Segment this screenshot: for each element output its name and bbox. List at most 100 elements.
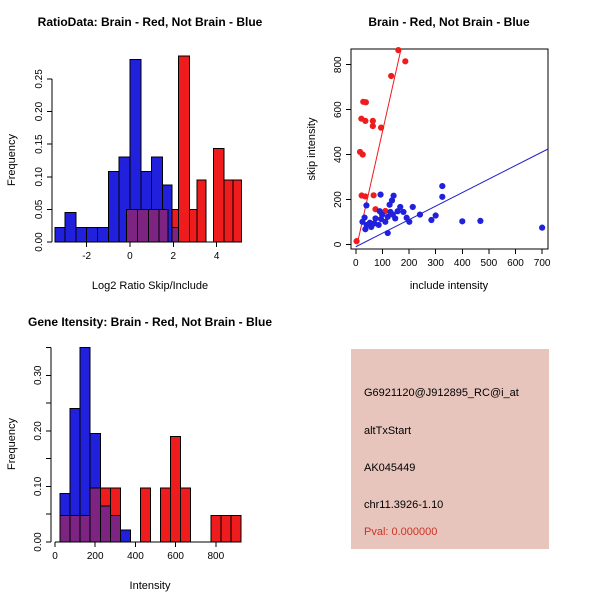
svg-text:0.00: 0.00	[33, 532, 44, 552]
svg-text:200: 200	[87, 551, 104, 562]
point-brain-red-points	[388, 72, 395, 80]
svg-text:-2: -2	[82, 251, 91, 262]
svg-text:0.05: 0.05	[34, 199, 45, 219]
point-not-brain-blue-points	[386, 201, 393, 208]
hist-bar-brain-red	[220, 514, 232, 543]
hist-bar-overlap	[147, 208, 160, 243]
hist-bar-not-brain-blue	[64, 212, 77, 243]
point-brain-red-points	[353, 238, 360, 245]
point-not-brain-blue-points	[477, 217, 484, 225]
svg-text:0.25: 0.25	[34, 69, 45, 89]
gene-intensity-histogram-title: Gene Itensity: Brain - Red, Not Brain - …	[28, 315, 272, 329]
point-brain-red-points	[362, 99, 370, 106]
hist-bar-overlap	[89, 487, 101, 543]
ratio-histogram-ylabel: Frequency	[6, 134, 18, 186]
point-not-brain-blue-points	[382, 218, 389, 225]
hist-bar-overlap	[171, 227, 180, 243]
svg-text:800: 800	[207, 551, 224, 562]
point-brain-red-points	[377, 124, 385, 131]
point-brain-red-points	[395, 47, 402, 54]
point-brain-red-points	[362, 193, 369, 200]
point-not-brain-blue-points	[384, 213, 391, 220]
svg-text:0.30: 0.30	[33, 365, 44, 385]
ratio-histogram-title: RatioData: Brain - Red, Not Brain - Blue	[38, 15, 263, 29]
svg-text:0.20: 0.20	[34, 101, 45, 121]
svg-text:0: 0	[333, 241, 344, 247]
svg-text:600: 600	[333, 101, 344, 118]
svg-text:500: 500	[481, 258, 498, 269]
svg-text:4: 4	[214, 251, 220, 262]
hist-bar-brain-red	[189, 208, 198, 243]
point-brain-red-points	[402, 58, 409, 65]
accession-text: AK045449	[364, 462, 416, 474]
probe-id-text: G6921120@J912895_RC@i_at	[364, 387, 519, 399]
point-brain-red-points	[370, 192, 377, 199]
hist-bar-overlap	[137, 208, 149, 243]
hist-bar-overlap	[99, 505, 111, 543]
svg-text:2: 2	[171, 251, 177, 262]
hist-bar-brain-red	[230, 514, 242, 543]
svg-text:600: 600	[507, 258, 524, 269]
svg-text:700: 700	[534, 258, 551, 269]
point-not-brain-blue-points	[439, 193, 446, 200]
point-not-brain-blue-points	[400, 208, 407, 216]
ratio-histogram-panel: -2 0 2 4 0.00 0.05 0.10 0.15 0.20 0.25 RatioData:…	[6, 15, 263, 292]
point-not-brain-blue-points	[439, 182, 446, 190]
svg-text:0: 0	[127, 251, 133, 262]
locus-text: chr11.3926-1.10	[364, 499, 444, 511]
info-panel: G6921120@J912895_RC@i_at altTxStart AK04…	[300, 300, 600, 600]
point-not-brain-blue-points	[359, 218, 366, 225]
svg-text:400: 400	[454, 258, 471, 269]
gene-intensity-histogram-plot: 0 200 400 600 800 0.00 0.10 0.20 0.30	[33, 347, 242, 562]
svg-text:0: 0	[353, 258, 359, 269]
hist-bar-not-brain-blue	[119, 529, 131, 543]
intensity-scatter-panel: 0 100 200 300 400 500 600 700 0 200 400 600 800 Brai…	[306, 15, 551, 292]
intensity-scatter-plot: 0 100 200 300 400 500 600 700 0 200 400 600 800	[333, 47, 551, 269]
hist-bar-overlap	[109, 514, 121, 543]
point-not-brain-blue-points	[409, 203, 416, 211]
hist-bar-brain-red	[170, 435, 182, 543]
svg-text:0: 0	[52, 551, 58, 562]
hist-bar-brain-red	[212, 148, 225, 243]
svg-text:0.00: 0.00	[34, 232, 45, 252]
point-not-brain-blue-points	[459, 218, 466, 225]
brain-fit-line	[356, 51, 402, 245]
point-not-brain-blue-points	[390, 192, 397, 199]
pval-text: Pval: 0.000000	[364, 526, 438, 538]
not-brain-fit-line	[355, 148, 549, 248]
hist-bar-not-brain-blue	[79, 347, 91, 543]
point-not-brain-blue-points	[392, 215, 399, 222]
hist-bar-not-brain-blue	[96, 227, 109, 243]
point-not-brain-blue-points	[384, 229, 391, 237]
svg-text:400: 400	[127, 551, 144, 562]
svg-text:0.10: 0.10	[33, 476, 44, 496]
event-type-text: altTxStart	[364, 425, 412, 437]
hist-bar-overlap	[59, 514, 71, 543]
svg-text:300: 300	[427, 258, 444, 269]
gene-intensity-histogram-ylabel: Frequency	[6, 418, 18, 470]
hist-bar-brain-red	[210, 514, 222, 543]
svg-text:600: 600	[167, 551, 184, 562]
hist-bar-overlap	[79, 514, 91, 543]
hist-bar-brain-red	[196, 179, 207, 243]
point-not-brain-blue-points	[376, 208, 383, 215]
hist-bar-overlap	[126, 208, 139, 243]
svg-text:200: 200	[401, 258, 418, 269]
point-brain-red-points	[359, 151, 366, 158]
point-not-brain-blue-points	[363, 202, 370, 209]
hist-bar-brain-red	[139, 487, 152, 543]
gene-intensity-histogram-panel: 0 200 400 600 800 0.00 0.10 0.20 0.30 Gene Itens…	[6, 315, 272, 592]
hist-bar-brain-red	[180, 487, 192, 543]
hist-bar-overlap	[158, 208, 169, 243]
gene-intensity-histogram-xlabel: Intensity	[130, 580, 171, 592]
point-brain-red-points	[369, 122, 376, 130]
point-not-brain-blue-points	[372, 215, 379, 222]
hist-bar-not-brain-blue	[75, 227, 88, 243]
hist-bar-brain-red	[232, 179, 243, 243]
intensity-scatter-xlabel: include intensity	[410, 280, 489, 292]
ratio-histogram-xlabel: Log2 Ratio Skip/Include	[92, 280, 208, 292]
svg-text:0.15: 0.15	[34, 134, 45, 154]
svg-text:100: 100	[374, 258, 391, 269]
info-box: G6921120@J912895_RC@i_at altTxStart AK04…	[351, 349, 549, 549]
